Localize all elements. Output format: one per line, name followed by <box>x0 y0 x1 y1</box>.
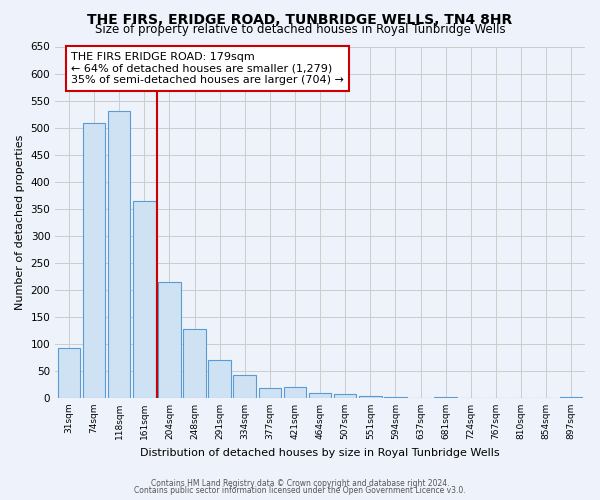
Bar <box>158 282 181 398</box>
Bar <box>108 112 130 398</box>
Y-axis label: Number of detached properties: Number of detached properties <box>15 134 25 310</box>
Text: THE FIRS, ERIDGE ROAD, TUNBRIDGE WELLS, TN4 8HR: THE FIRS, ERIDGE ROAD, TUNBRIDGE WELLS, … <box>88 12 512 26</box>
Bar <box>133 200 155 398</box>
Bar <box>183 328 206 398</box>
Bar <box>309 392 331 398</box>
Bar <box>560 397 583 398</box>
Bar <box>233 374 256 398</box>
Text: Contains public sector information licensed under the Open Government Licence v3: Contains public sector information licen… <box>134 486 466 495</box>
Text: Contains HM Land Registry data © Crown copyright and database right 2024.: Contains HM Land Registry data © Crown c… <box>151 478 449 488</box>
Bar <box>58 348 80 398</box>
Bar <box>208 360 231 398</box>
X-axis label: Distribution of detached houses by size in Royal Tunbridge Wells: Distribution of detached houses by size … <box>140 448 500 458</box>
Text: THE FIRS ERIDGE ROAD: 179sqm
← 64% of detached houses are smaller (1,279)
35% of: THE FIRS ERIDGE ROAD: 179sqm ← 64% of de… <box>71 52 344 85</box>
Bar <box>83 124 106 398</box>
Text: Size of property relative to detached houses in Royal Tunbridge Wells: Size of property relative to detached ho… <box>95 24 505 36</box>
Bar <box>334 394 356 398</box>
Bar <box>359 396 382 398</box>
Bar <box>284 386 306 398</box>
Bar <box>259 388 281 398</box>
